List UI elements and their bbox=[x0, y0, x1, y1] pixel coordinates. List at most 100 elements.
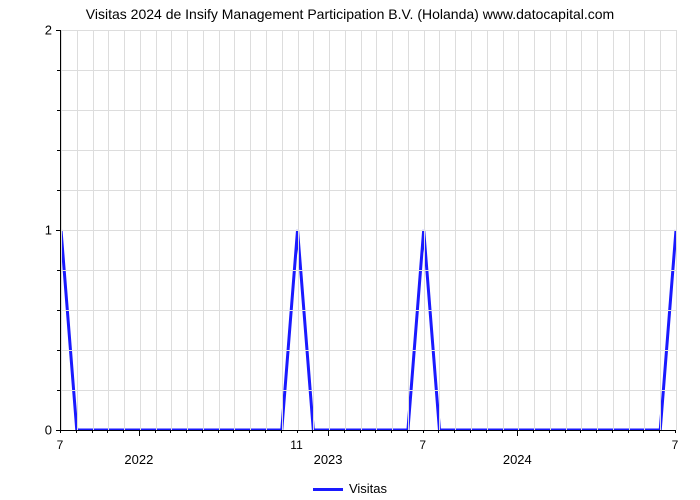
x-minor-tick bbox=[170, 430, 171, 433]
v-gridline-minor bbox=[424, 30, 425, 430]
legend-swatch bbox=[313, 488, 343, 491]
v-gridline-minor bbox=[171, 30, 172, 430]
x-minor-tick bbox=[249, 430, 250, 433]
v-gridline-minor bbox=[187, 30, 188, 430]
x-minor-tick bbox=[202, 430, 203, 433]
v-gridline-minor bbox=[298, 30, 299, 430]
v-gridline-minor bbox=[108, 30, 109, 430]
v-gridline-minor bbox=[282, 30, 283, 430]
v-gridline-minor bbox=[234, 30, 235, 430]
y-minor-tick bbox=[57, 270, 60, 271]
v-gridline-minor bbox=[392, 30, 393, 430]
x-point-label: 7 bbox=[57, 438, 64, 452]
x-minor-tick bbox=[659, 430, 660, 433]
h-gridline-minor bbox=[61, 110, 676, 111]
x-minor-tick bbox=[486, 430, 487, 433]
x-minor-tick bbox=[76, 430, 77, 433]
v-gridline-minor bbox=[676, 30, 677, 430]
legend: Visitas bbox=[0, 481, 700, 496]
h-gridline bbox=[61, 230, 676, 231]
v-gridline-minor bbox=[219, 30, 220, 430]
v-gridline-minor bbox=[518, 30, 519, 430]
x-minor-tick bbox=[281, 430, 282, 433]
v-gridline-minor bbox=[266, 30, 267, 430]
v-gridline-minor bbox=[629, 30, 630, 430]
x-minor-tick bbox=[265, 430, 266, 433]
chart-title: Visitas 2024 de Insify Management Partic… bbox=[0, 6, 700, 22]
y-minor-tick bbox=[57, 390, 60, 391]
x-minor-tick bbox=[391, 430, 392, 433]
v-gridline-minor bbox=[534, 30, 535, 430]
h-gridline-minor bbox=[61, 390, 676, 391]
x-minor-tick bbox=[643, 430, 644, 433]
x-minor-tick bbox=[549, 430, 550, 433]
x-minor-tick bbox=[675, 430, 676, 433]
v-gridline-minor bbox=[140, 30, 141, 430]
h-gridline-minor bbox=[61, 270, 676, 271]
x-year-label: 2022 bbox=[124, 452, 153, 467]
x-minor-tick bbox=[454, 430, 455, 433]
x-minor-tick bbox=[375, 430, 376, 433]
x-minor-tick bbox=[502, 430, 503, 433]
x-minor-tick bbox=[596, 430, 597, 433]
x-minor-tick bbox=[533, 430, 534, 433]
v-gridline-minor bbox=[408, 30, 409, 430]
v-gridline-minor bbox=[361, 30, 362, 430]
x-minor-tick bbox=[328, 430, 329, 433]
x-minor-tick bbox=[60, 430, 61, 433]
y-minor-tick bbox=[57, 70, 60, 71]
v-gridline-minor bbox=[93, 30, 94, 430]
x-minor-tick bbox=[186, 430, 187, 433]
x-minor-tick bbox=[123, 430, 124, 433]
h-gridline-minor bbox=[61, 350, 676, 351]
v-gridline-minor bbox=[345, 30, 346, 430]
v-gridline-minor bbox=[613, 30, 614, 430]
x-point-label: 7 bbox=[672, 438, 679, 452]
x-minor-tick bbox=[139, 430, 140, 433]
y-tick-label: 1 bbox=[12, 223, 52, 238]
y-minor-tick bbox=[57, 190, 60, 191]
v-gridline-minor bbox=[644, 30, 645, 430]
x-minor-tick bbox=[423, 430, 424, 433]
x-point-label: 11 bbox=[290, 438, 302, 452]
v-gridline-minor bbox=[376, 30, 377, 430]
v-gridline-minor bbox=[660, 30, 661, 430]
v-gridline-minor bbox=[471, 30, 472, 430]
h-gridline bbox=[61, 30, 676, 31]
x-minor-tick bbox=[612, 430, 613, 433]
x-minor-tick bbox=[470, 430, 471, 433]
x-minor-tick bbox=[344, 430, 345, 433]
x-point-label: 7 bbox=[419, 438, 426, 452]
x-minor-tick bbox=[580, 430, 581, 433]
y-tick bbox=[56, 30, 60, 31]
v-gridline-minor bbox=[329, 30, 330, 430]
x-year-label: 2023 bbox=[314, 452, 343, 467]
y-tick bbox=[56, 230, 60, 231]
v-gridline-minor bbox=[156, 30, 157, 430]
y-tick-label: 2 bbox=[12, 23, 52, 38]
y-minor-tick bbox=[57, 150, 60, 151]
x-minor-tick bbox=[360, 430, 361, 433]
legend-label: Visitas bbox=[349, 481, 387, 496]
x-minor-tick bbox=[297, 430, 298, 433]
y-minor-tick bbox=[57, 350, 60, 351]
x-year-label: 2024 bbox=[503, 452, 532, 467]
v-gridline-minor bbox=[313, 30, 314, 430]
v-gridline-minor bbox=[487, 30, 488, 430]
v-gridline-minor bbox=[77, 30, 78, 430]
v-gridline-minor bbox=[503, 30, 504, 430]
v-gridline-minor bbox=[581, 30, 582, 430]
x-minor-tick bbox=[233, 430, 234, 433]
x-minor-tick bbox=[565, 430, 566, 433]
v-gridline-minor bbox=[597, 30, 598, 430]
chart-container: Visitas 2024 de Insify Management Partic… bbox=[0, 0, 700, 500]
y-minor-tick bbox=[57, 110, 60, 111]
v-gridline-minor bbox=[550, 30, 551, 430]
v-gridline-minor bbox=[455, 30, 456, 430]
v-gridline-minor bbox=[124, 30, 125, 430]
v-gridline-minor bbox=[61, 30, 62, 430]
v-gridline-minor bbox=[250, 30, 251, 430]
v-gridline-minor bbox=[439, 30, 440, 430]
x-minor-tick bbox=[107, 430, 108, 433]
x-minor-tick bbox=[517, 430, 518, 433]
